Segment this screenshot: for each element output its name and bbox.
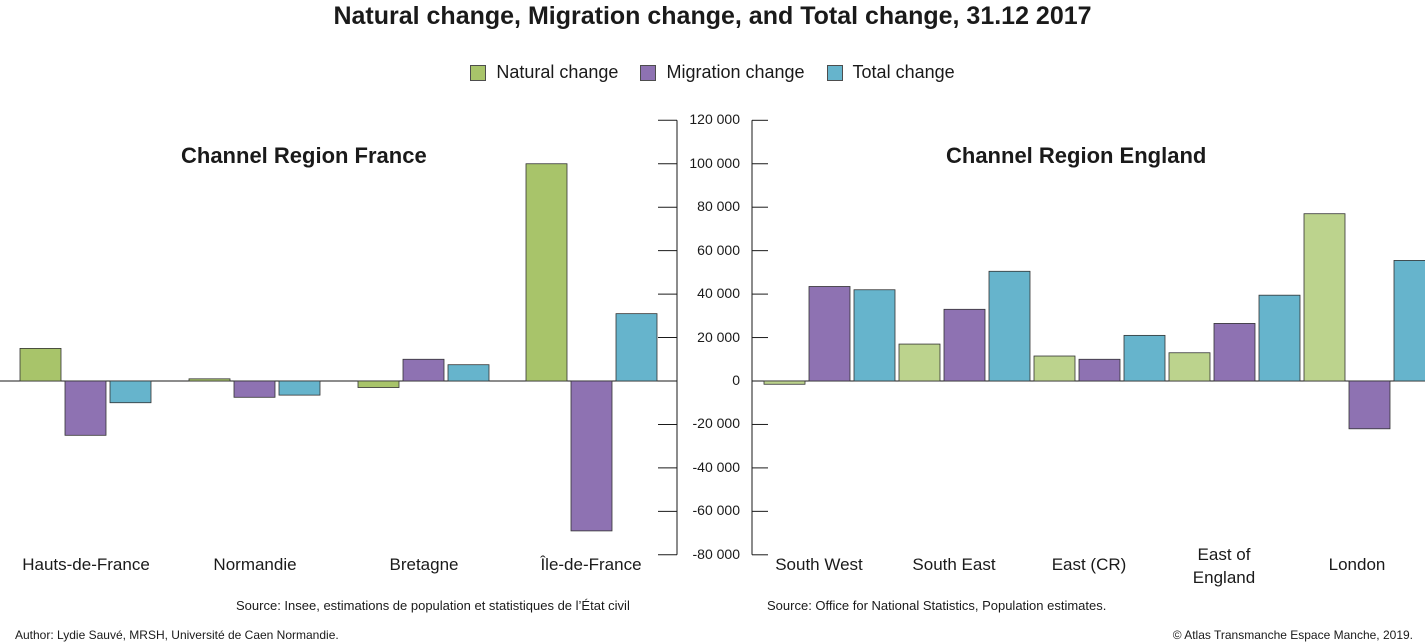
bar-france-migration-change [402,358,445,382]
legend-swatch-total [826,64,843,81]
bar-england-migration-change [808,286,851,382]
legend-label-natural: Natural change [496,62,619,82]
bar-england-total-change [853,289,896,382]
footer-author: Author: Lydie Sauvé, MRSH, Université de… [15,628,339,642]
bar-england-total-change [1123,334,1166,382]
footer-copyright: © Atlas Transmanche Espace Manche, 2019. [1172,628,1413,642]
category-label: East of England [1192,545,1256,587]
bar-england-total-change [988,270,1031,382]
legend-item-migration: Migration change [640,62,805,83]
bar-england-total-change [1393,260,1425,382]
y-tick-label: 80 000 [697,198,740,215]
y-tick-label: -80 000 [692,545,740,562]
y-tick-label: 60 000 [697,241,740,258]
legend-swatch-migration [640,64,657,81]
bar-england-total-change [1258,294,1301,382]
source-england: Source: Office for National Statistics, … [767,598,1107,613]
bar-france-migration-change [64,380,107,436]
bar-england-natural-change [1303,213,1346,382]
panel-title-france: Channel Region France [181,143,427,168]
bar-france-natural-change [357,380,400,388]
bar-england-natural-change [1168,352,1211,382]
bar-england-migration-change [1348,380,1391,430]
bar-france-natural-change [525,163,568,382]
legend-label-total: Total change [852,62,955,82]
category-label: East (CR) [1051,555,1127,574]
y-tick-label: 40 000 [697,285,740,302]
bar-france-total-change [109,380,152,404]
legend-swatch-natural [470,64,487,81]
y-tick-label: -40 000 [692,458,740,475]
category-label: Normandie [213,555,297,574]
bar-england-natural-change [763,380,806,385]
category-label: South West [775,555,863,574]
panel-title-england: Channel Region England [946,143,1207,168]
y-tick-label: -60 000 [692,502,740,519]
bar-france-natural-change [19,348,62,382]
bar-france-total-change [615,313,658,382]
bar-france-total-change [447,364,490,382]
bar-england-migration-change [943,308,986,382]
y-tick-label: 0 [732,372,740,388]
bar-france-migration-change [570,380,613,532]
y-tick-label: 120 000 [689,111,740,128]
category-label: Hauts-de-France [22,555,150,574]
bar-england-migration-change [1078,358,1121,382]
legend-label-migration: Migration change [666,62,805,82]
y-tick-label: 100 000 [689,154,740,171]
y-tick-label: 20 000 [697,328,740,345]
bar-france-natural-change [188,378,231,382]
bar-england-natural-change [1033,355,1076,382]
bar-france-total-change [278,380,321,396]
source-france: Source: Insee, estimations de population… [236,598,630,613]
category-label: Île-de-France [540,555,642,574]
bar-england-natural-change [898,343,941,382]
bar-england-migration-change [1213,323,1256,382]
legend: Natural change Migration change Total ch… [0,62,1425,83]
category-label: South East [912,555,996,574]
category-label: Bretagne [389,555,459,574]
y-tick-label: -20 000 [692,415,740,432]
legend-item-total: Total change [826,62,955,83]
category-label: London [1328,555,1386,574]
bar-france-migration-change [233,380,276,398]
chart-title: Natural change, Migration change, and To… [333,2,1092,30]
legend-item-natural: Natural change [470,62,618,83]
